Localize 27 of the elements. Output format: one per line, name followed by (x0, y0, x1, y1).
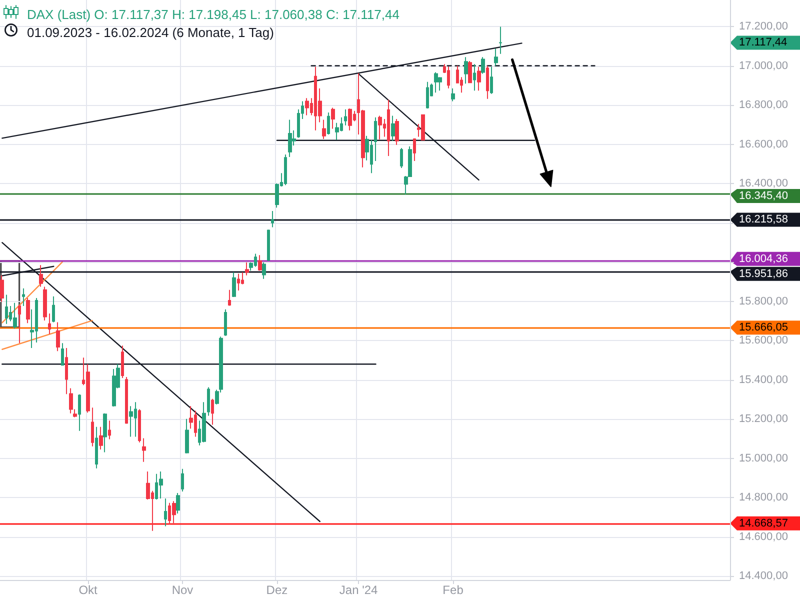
y-tick-label: 16.800,00 (739, 99, 788, 112)
x-tick-label: Nov (172, 583, 194, 597)
y-tick-label: 14.600,00 (739, 530, 788, 543)
x-tick-label: Feb (442, 583, 464, 597)
y-tick-label: 17.200,00 (739, 20, 788, 32)
y-tick-label: 15.600,00 (739, 334, 788, 347)
ref-line-label: 15.951,86 (739, 268, 788, 280)
ref-line-label: 16.215,58 (739, 214, 788, 226)
ref-line-label: 15.666,05 (739, 322, 788, 334)
text: 01.09.2023 - 16.02.2024 (6 Monate, 1 Tag) (27, 25, 274, 40)
y-tick-label: 14.400,00 (739, 570, 788, 582)
x-tick-label: Jan '24 (339, 583, 378, 597)
x-tick-label: Dez (266, 583, 288, 597)
ref-line-label: 14.668,57 (739, 517, 788, 530)
y-tick-label: 14.800,00 (739, 492, 788, 504)
y-tick-label: 15.400,00 (739, 374, 788, 386)
y-tick-label: 16.600,00 (739, 138, 788, 150)
x-tick-label: Okt (78, 583, 98, 597)
ref-line-label: 16.004,36 (739, 252, 788, 265)
y-tick-label: 17.000,00 (739, 60, 788, 72)
y-tick-label: 15.800,00 (739, 295, 788, 308)
ref-line-label: 16.345,40 (739, 190, 788, 202)
y-tick-label: 15.000,00 (739, 452, 788, 464)
text: DAX (Last) O: 17.117,37 H: 17.198,45 L: 17.060,38 C: 17.117,44 (27, 7, 400, 22)
text: 17.117,44 (739, 36, 788, 49)
y-tick-label: 15.200,00 (739, 413, 788, 426)
y-tick-label: 16.400,00 (739, 178, 788, 190)
